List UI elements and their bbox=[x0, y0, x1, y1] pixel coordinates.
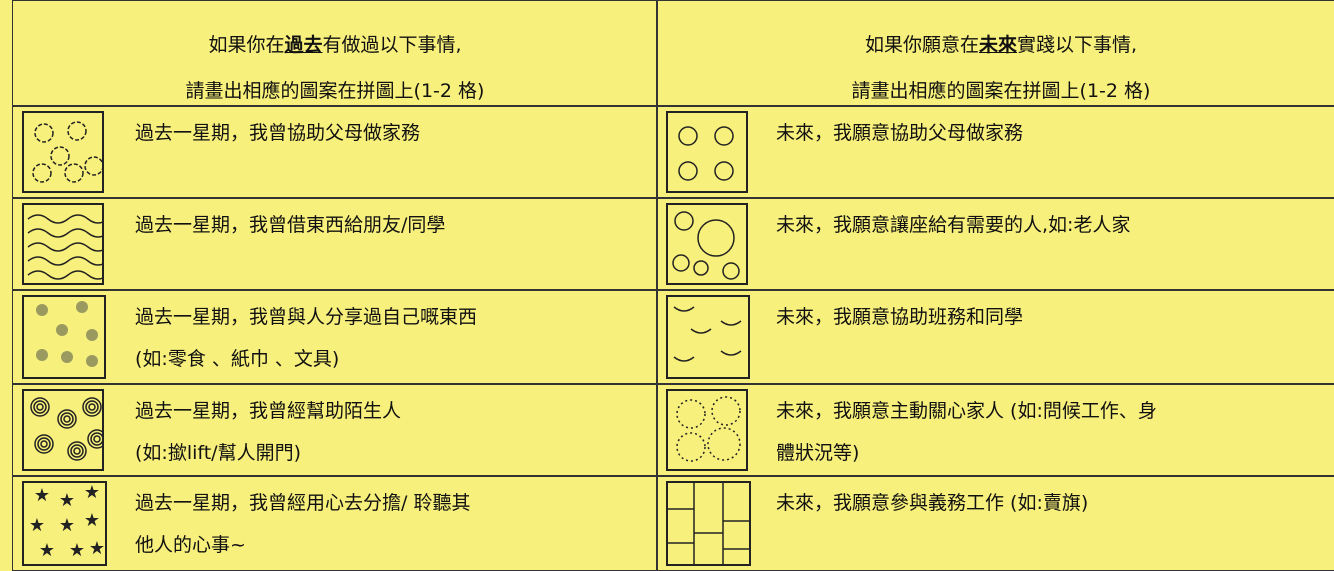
row-text: 過去一星期，我曾與人分享過自己嘅東西 bbox=[135, 306, 478, 328]
row-text: 體狀況等) bbox=[776, 442, 860, 464]
row-cell bbox=[12, 290, 658, 384]
row-cell bbox=[656, 106, 1334, 198]
row-text: 未來，我願意協助班務和同學 bbox=[776, 306, 1024, 328]
icon bbox=[666, 389, 748, 471]
row-text: 他人的心事~ bbox=[135, 534, 246, 556]
svg-text:★: ★ bbox=[39, 540, 55, 561]
icon bbox=[22, 389, 104, 471]
svg-text:★: ★ bbox=[59, 515, 75, 536]
svg-text:★: ★ bbox=[89, 538, 105, 559]
svg-text:★: ★ bbox=[59, 490, 75, 511]
row-text: 過去一星期，我曾借東西給朋友/同學 bbox=[135, 214, 446, 236]
row-text: (如:零食 、紙巾 、文具) bbox=[135, 348, 340, 370]
header-cell bbox=[12, 0, 658, 106]
row-text: 未來，我願意協助父母做家務 bbox=[776, 122, 1024, 144]
row-cell bbox=[656, 384, 1334, 476]
svg-text:★: ★ bbox=[69, 540, 85, 561]
row-text: 過去一星期，我曾協助父母做家務 bbox=[135, 122, 421, 144]
text: 如果你願意在 bbox=[864, 34, 979, 56]
row-cell bbox=[12, 106, 658, 198]
icon bbox=[22, 111, 104, 193]
row-text: (如:撳lift/幫人開門) bbox=[135, 442, 301, 464]
row-text: 過去一星期，我曾經用心去分擔/ 聆聽其 bbox=[135, 492, 471, 514]
row-cell bbox=[656, 290, 1334, 384]
icon bbox=[666, 111, 748, 193]
text: 實踐以下事情, bbox=[1016, 34, 1138, 56]
header-line: 如果你在過去有做過以下事情, bbox=[12, 30, 658, 57]
icon bbox=[22, 295, 106, 379]
svg-text:★: ★ bbox=[34, 485, 50, 506]
icon bbox=[666, 295, 750, 379]
svg-text:★: ★ bbox=[84, 482, 100, 503]
header-line: 請畫出相應的圖案在拼圖上(1-2 格) bbox=[185, 80, 485, 102]
row-text: 過去一星期，我曾經幫助陌生人 bbox=[135, 400, 402, 422]
row-text: 未來，我願意主動關心家人 (如:問候工作、身 bbox=[776, 400, 1157, 422]
header-line: 如果你願意在未來實踐以下事情, bbox=[656, 30, 1334, 57]
text: 有做過以下事情, bbox=[322, 34, 462, 56]
svg-text:★: ★ bbox=[29, 515, 45, 536]
text: 如果你在 bbox=[208, 34, 285, 56]
icon bbox=[666, 481, 751, 566]
row-cell bbox=[12, 198, 658, 290]
row-cell bbox=[12, 384, 658, 476]
header-line: 請畫出相應的圖案在拼圖上(1-2 格) bbox=[851, 80, 1151, 102]
icon: ★ ★ ★★ ★ ★★ ★ ★ bbox=[22, 481, 107, 566]
row-text: 未來，我願意讓座給有需要的人,如:老人家 bbox=[776, 214, 1131, 236]
row-text: 未來，我願意參與義務工作 (如:賣旗) bbox=[776, 492, 1089, 514]
svg-text:★: ★ bbox=[84, 510, 100, 531]
icon bbox=[22, 203, 104, 285]
icon bbox=[666, 203, 748, 285]
underlined: 過去 bbox=[284, 34, 323, 56]
row-cell bbox=[656, 198, 1334, 290]
underlined: 未來 bbox=[978, 34, 1017, 56]
header-cell bbox=[656, 0, 1334, 106]
